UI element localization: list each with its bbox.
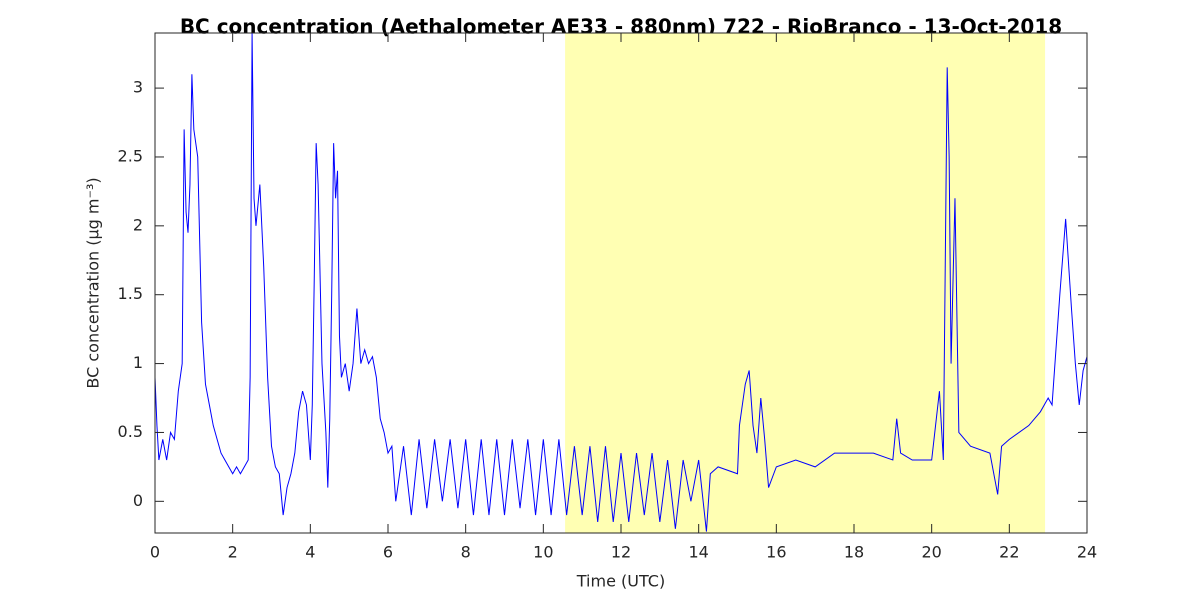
x-tick-label: 20 [921,543,941,562]
x-tick-label: 22 [999,543,1019,562]
data-line [154,32,1088,532]
y-tick-label: 3 [133,78,143,97]
x-tick-label: 8 [461,543,471,562]
x-axis-label: Time (UTC) [576,572,665,591]
x-tick-label: 4 [305,543,315,562]
x-tick-label: 10 [533,543,553,562]
y-axis-label: BC concentration (μg m⁻³) [84,177,103,388]
y-tick-label: 0.5 [118,422,143,441]
x-tick-label: 12 [611,543,631,562]
y-tick-label: 0 [133,491,143,510]
x-tick-label: 18 [844,543,864,562]
y-tick-label: 1 [133,353,143,372]
highlight-band [565,33,1046,533]
x-tick-label: 0 [150,543,160,562]
x-tick-label: 6 [383,543,393,562]
x-tick-label: 16 [766,543,786,562]
x-tick-label: 2 [228,543,238,562]
x-tick-label: 14 [688,543,708,562]
x-tick-label: 24 [1077,543,1097,562]
y-tick-label: 2.5 [118,146,143,165]
y-tick-label: 1.5 [118,284,143,303]
y-tick-label: 2 [133,215,143,234]
